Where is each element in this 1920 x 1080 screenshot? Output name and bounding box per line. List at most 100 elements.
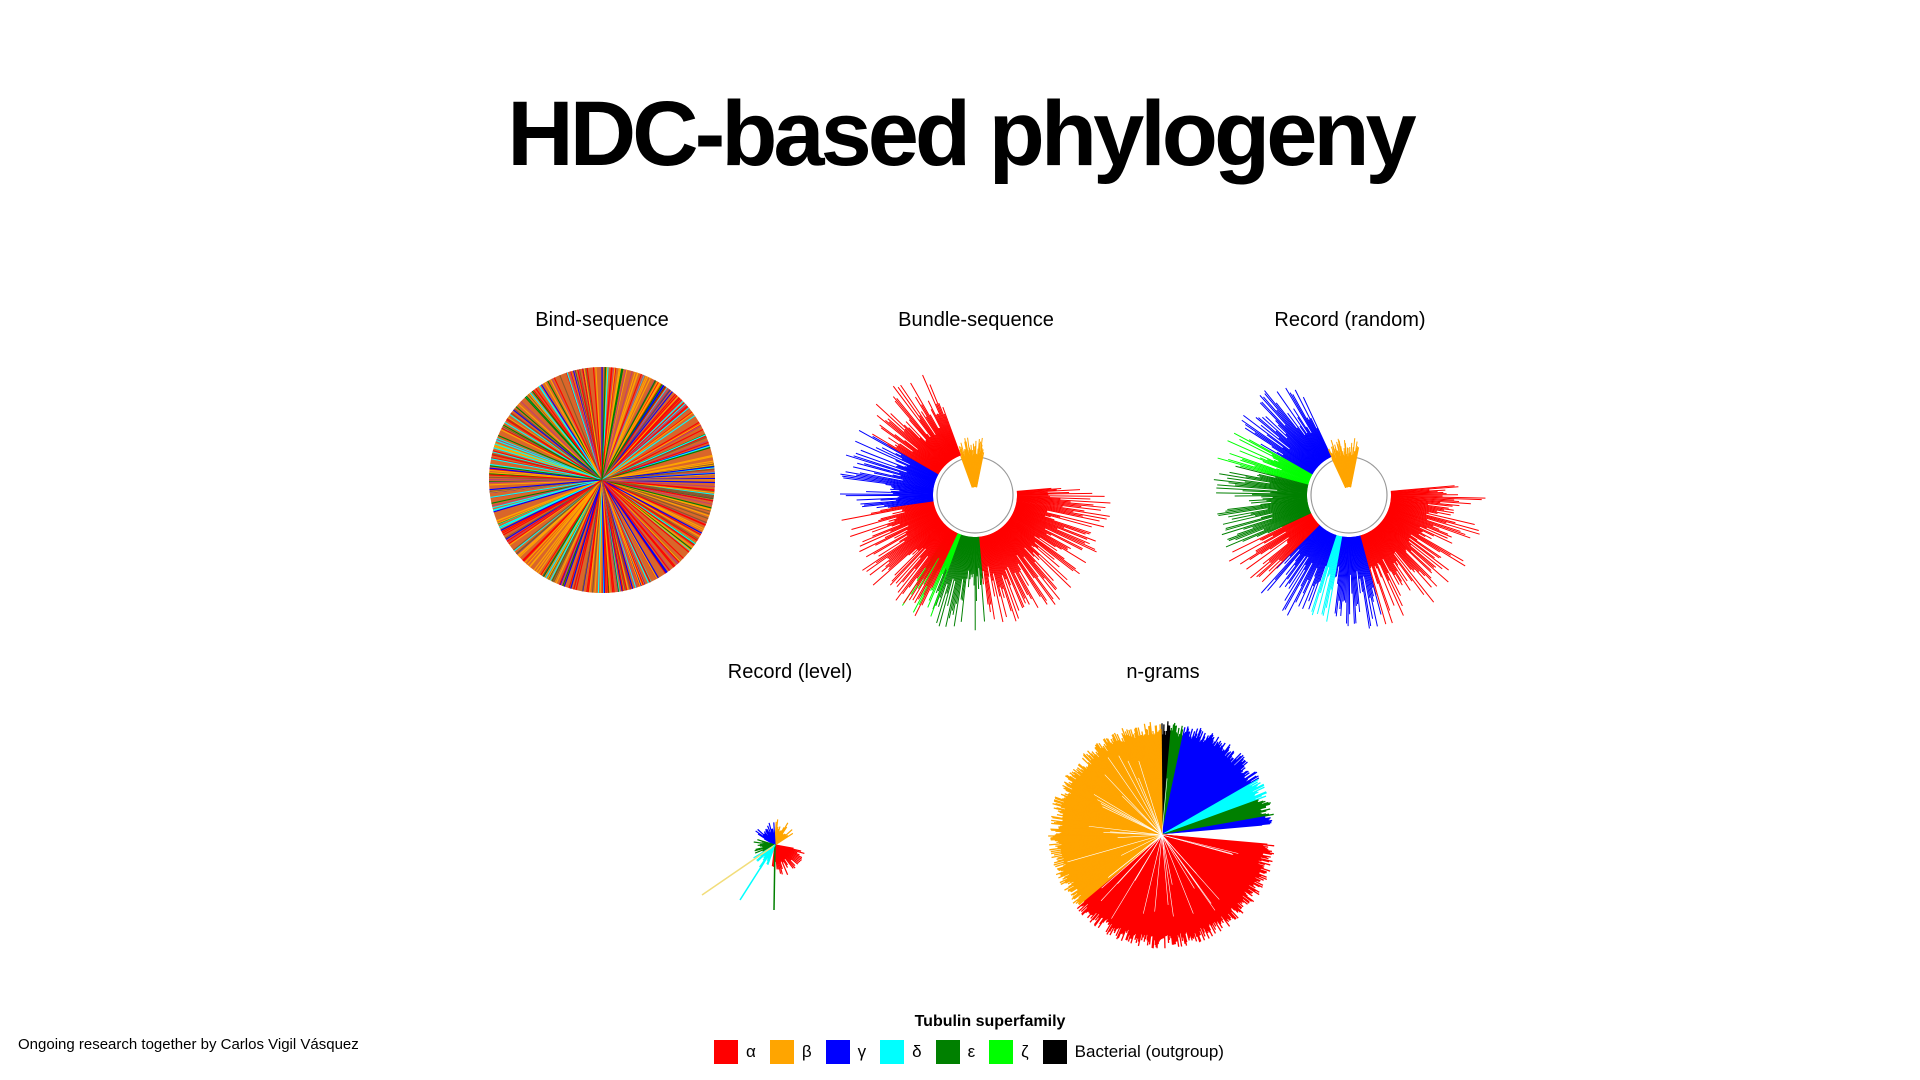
tree-branch [878, 517, 940, 557]
tree-branch [1016, 491, 1048, 494]
legend-item-delta: δ [880, 1040, 922, 1064]
tree-branch [1356, 536, 1371, 599]
tree-branch [774, 832, 794, 846]
tree-branch [1387, 509, 1449, 535]
legend-label-gamma: γ [857, 1042, 867, 1061]
tree-branch [773, 844, 776, 911]
tree-branch [1138, 777, 1163, 836]
tree-branch [1289, 448, 1317, 470]
tree-branch [1350, 447, 1360, 488]
tree-branch [1259, 457, 1311, 480]
tree-branch [864, 498, 934, 506]
tree-branch [601, 384, 663, 481]
tree-branch [1003, 524, 1035, 557]
tree-branch [1282, 531, 1329, 611]
tree-branch [601, 479, 615, 593]
tree-branch [1294, 527, 1324, 566]
tree-branch [552, 479, 603, 582]
tree-branch [1248, 439, 1313, 476]
tree-branch [1378, 523, 1407, 551]
tree-branch [925, 439, 948, 465]
tree-branch [1369, 530, 1403, 586]
tree-branch [1227, 499, 1308, 511]
tree-branch [985, 535, 1001, 588]
tree-branch [503, 479, 603, 536]
tree-branch [922, 374, 959, 457]
tree-branch [1239, 450, 1311, 480]
tree-branch [994, 531, 1032, 600]
tree-branch [1008, 519, 1065, 560]
tree-branch [1298, 525, 1321, 550]
tree-branch [946, 534, 961, 571]
tree-branch [601, 479, 659, 579]
tree-branch [904, 428, 945, 467]
tree-branch [902, 526, 949, 583]
tree-branch [1368, 531, 1391, 572]
tree-branch [1138, 760, 1163, 836]
tree-branch [843, 477, 934, 491]
tree-branch [880, 427, 942, 471]
legend-item-bacterial: Bacterial (outgroup) [1042, 1040, 1224, 1064]
tree-branch [1338, 536, 1346, 601]
tree-branch [857, 462, 935, 485]
tree-branch [1262, 416, 1319, 468]
tree-branch [1016, 496, 1111, 504]
tree-branch [1388, 508, 1471, 539]
tree-branch [597, 479, 603, 593]
tree-branch [916, 529, 952, 579]
tree-branch [1014, 508, 1090, 535]
legend-label-delta: δ [912, 1042, 922, 1061]
tree-branch [1016, 496, 1061, 500]
tree-branch [884, 499, 934, 506]
tree-branch [981, 536, 990, 577]
tree-branch [1015, 503, 1048, 512]
tree-branch [1258, 417, 1318, 469]
tree-branch [936, 413, 958, 458]
tree-branch [912, 530, 955, 601]
tree-branch [1279, 528, 1325, 588]
tree-branch [942, 533, 960, 575]
tree-branch [1239, 438, 1312, 477]
tree-branch [925, 529, 952, 569]
tree-branch [1353, 536, 1361, 594]
tree-branch [1275, 402, 1324, 463]
tree-branch [1272, 457, 1312, 477]
tree-branch [1281, 469, 1310, 481]
tree-branch [1009, 518, 1035, 538]
tree-branch [601, 396, 679, 481]
tree-branch [989, 533, 1011, 586]
tree-branch [500, 429, 603, 481]
tree-branch [1010, 516, 1087, 564]
tree-branch [1374, 527, 1395, 554]
tree-branch [1363, 533, 1382, 578]
tree-branch [1382, 519, 1449, 571]
tree-branch [1294, 527, 1323, 562]
tree-branch [601, 479, 714, 502]
tree-branch [894, 434, 942, 471]
tree-branch [1067, 834, 1163, 863]
tree-branch [1288, 529, 1326, 584]
tree-branch [1383, 518, 1440, 559]
tree-branch [1241, 419, 1315, 472]
tree-branch [555, 479, 603, 584]
tree-branch [1272, 504, 1309, 515]
tree-branch [1365, 533, 1380, 565]
tree-branch [919, 437, 947, 466]
tree-branch [892, 396, 949, 464]
tree-branch [757, 839, 776, 846]
tree-branch [1227, 508, 1310, 540]
tree-branch [879, 424, 942, 471]
tree-branch [1233, 432, 1313, 476]
tree-branch [1006, 522, 1035, 548]
tree-branch [1389, 505, 1456, 524]
tree-branch [908, 530, 954, 601]
tree-branch [1286, 528, 1325, 580]
tree-branch [1161, 778, 1168, 836]
tree-branch [515, 406, 603, 481]
tree-branch [1262, 520, 1317, 565]
tree-branch [862, 517, 941, 571]
tree-branch [1322, 535, 1341, 616]
tree-branch [981, 536, 995, 620]
tree-branch [840, 473, 934, 490]
tree-branch [1261, 495, 1308, 498]
